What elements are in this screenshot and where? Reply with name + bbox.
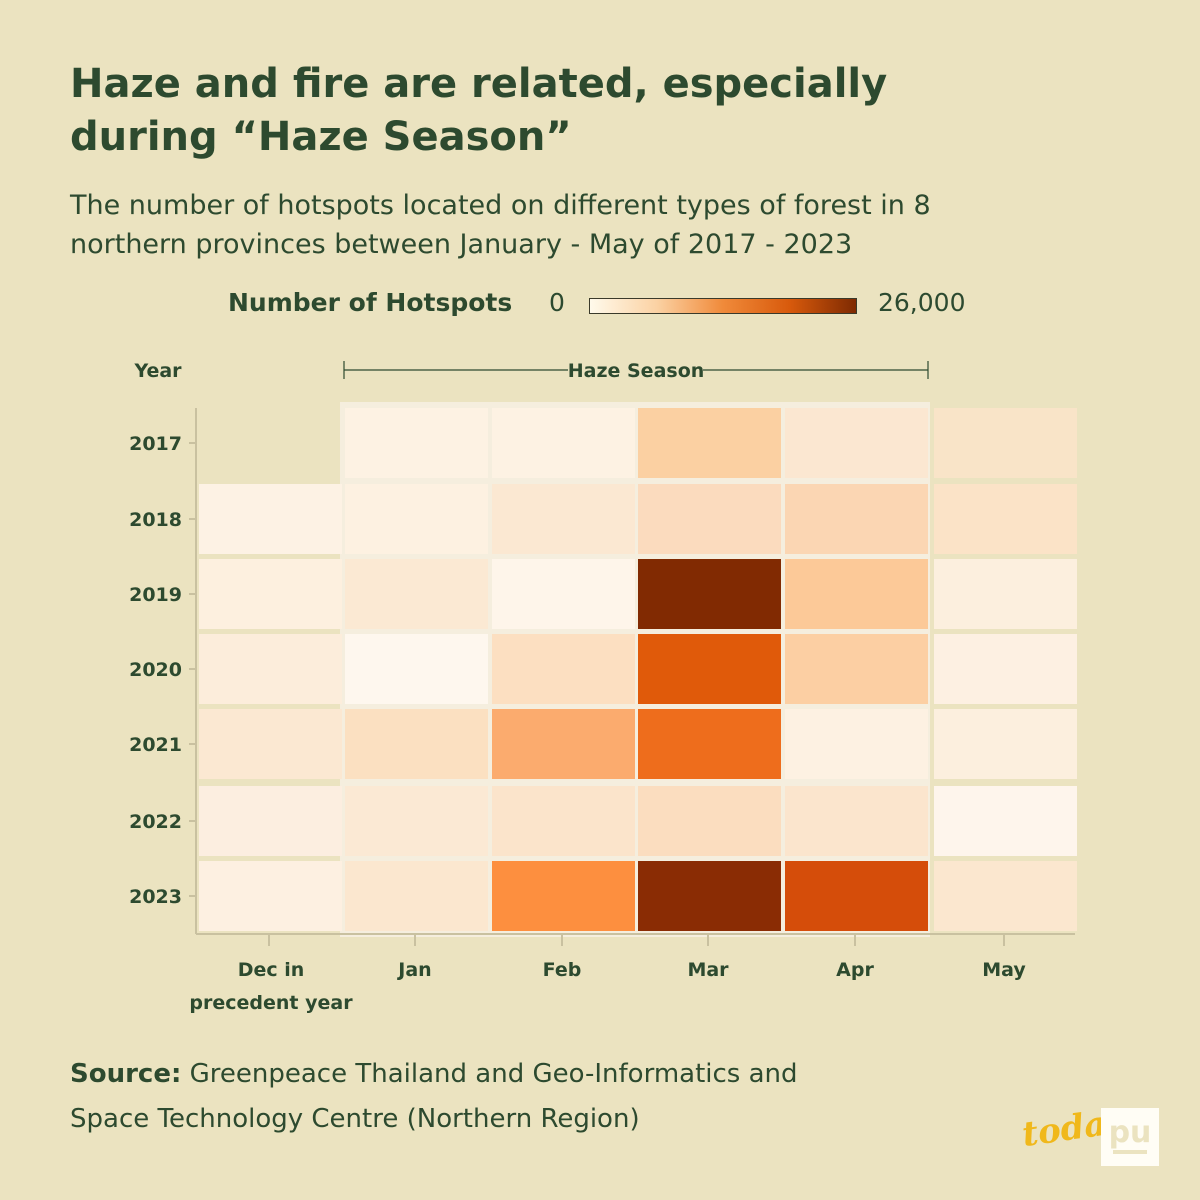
y-tick-label: 2019 <box>129 584 182 606</box>
heatmap-cell <box>345 559 488 629</box>
heatmap-cell <box>934 408 1077 478</box>
heatmap-cell <box>492 408 635 478</box>
svg-text:pu: pu <box>1109 1115 1152 1150</box>
source-text: Greenpeace Thailand and Geo-Informatics … <box>70 1059 798 1134</box>
y-axis-title: Year <box>133 360 182 382</box>
y-tick-label: 2022 <box>129 811 182 833</box>
y-tick-label: 2018 <box>129 509 182 531</box>
heatmap-cell <box>199 484 342 554</box>
chart-title: Haze and fire are related, especially du… <box>70 61 888 160</box>
heatmap-cell <box>934 861 1077 931</box>
heatmap-cell <box>345 408 488 478</box>
pu-logo-icon: pu <box>1101 1108 1159 1166</box>
y-tick-label: 2021 <box>129 734 182 756</box>
heatmap-cell <box>785 709 928 779</box>
heatmap-cell <box>785 861 928 931</box>
heatmap-cell <box>199 709 342 779</box>
heatmap-cell <box>785 559 928 629</box>
heatmap-cell <box>638 484 781 554</box>
heatmap-cell <box>638 709 781 779</box>
heatmap-cell <box>345 861 488 931</box>
x-tick-label: Feb <box>543 959 582 981</box>
legend-max-label: 26,000 <box>878 288 966 317</box>
heatmap-cell <box>492 634 635 704</box>
heatmap-cell <box>785 786 928 856</box>
x-tick-label: Jan <box>396 959 431 981</box>
heatmap-cell <box>934 786 1077 856</box>
heatmap-cell <box>492 559 635 629</box>
heatmap-cell <box>785 484 928 554</box>
heatmap-cell <box>199 634 342 704</box>
y-tick-label: 2023 <box>129 886 182 908</box>
x-tick-label: May <box>982 959 1026 981</box>
heatmap-cell <box>638 861 781 931</box>
heatmap-chart: Year 2017 2018 2019 2020 2021 2022 2023 Dec in pr… <box>129 360 1077 1014</box>
source-prefix: Source: <box>70 1059 182 1089</box>
legend-label: Number of Hotspots <box>228 288 513 317</box>
heatmap-cell <box>345 634 488 704</box>
heatmap-cell <box>638 786 781 856</box>
x-tick-label: precedent year <box>189 992 353 1014</box>
heatmap-cell <box>492 786 635 856</box>
heatmap-cell <box>492 709 635 779</box>
x-tick-label: Mar <box>687 959 729 981</box>
heatmap-cell <box>934 709 1077 779</box>
heatmap-cell <box>199 559 342 629</box>
legend-min-label: 0 <box>549 288 565 317</box>
heatmap-cell <box>934 559 1077 629</box>
y-tick-label: 2020 <box>129 659 182 681</box>
x-tick-label: Apr <box>836 959 874 981</box>
heatmap-cell <box>345 484 488 554</box>
heatmap-cell <box>638 559 781 629</box>
heatmap-cell <box>934 484 1077 554</box>
heatmap-cell <box>199 861 342 931</box>
heatmap-cell <box>785 408 928 478</box>
heatmap-cell <box>785 634 928 704</box>
heatmap-cell <box>492 484 635 554</box>
y-tick-label: 2017 <box>129 433 182 455</box>
heatmap-cell <box>345 786 488 856</box>
heatmap-cell <box>934 634 1077 704</box>
heatmap-cell <box>345 709 488 779</box>
source-note: Source: Greenpeace Thailand and Geo-Info… <box>70 1052 830 1142</box>
x-tick-label: Dec in <box>238 959 305 981</box>
bracket-label: Haze Season <box>568 360 705 382</box>
legend-color-scale <box>589 298 857 314</box>
heatmap-cell <box>199 786 342 856</box>
chart-subtitle: The number of hotspots located on differ… <box>70 190 931 260</box>
heatmap-cell <box>638 634 781 704</box>
heatmap-cell <box>638 408 781 478</box>
heatmap-cell <box>492 861 635 931</box>
